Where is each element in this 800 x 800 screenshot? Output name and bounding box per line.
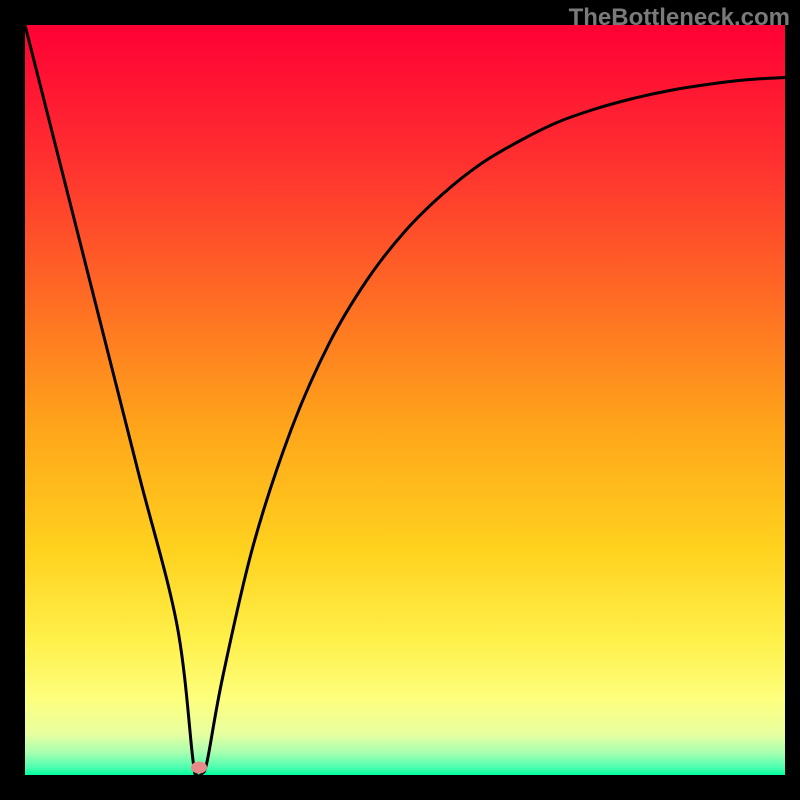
- plot-area: [25, 25, 785, 775]
- chart-container: TheBottleneck.com: [0, 0, 800, 800]
- watermark-text: TheBottleneck.com: [569, 4, 790, 32]
